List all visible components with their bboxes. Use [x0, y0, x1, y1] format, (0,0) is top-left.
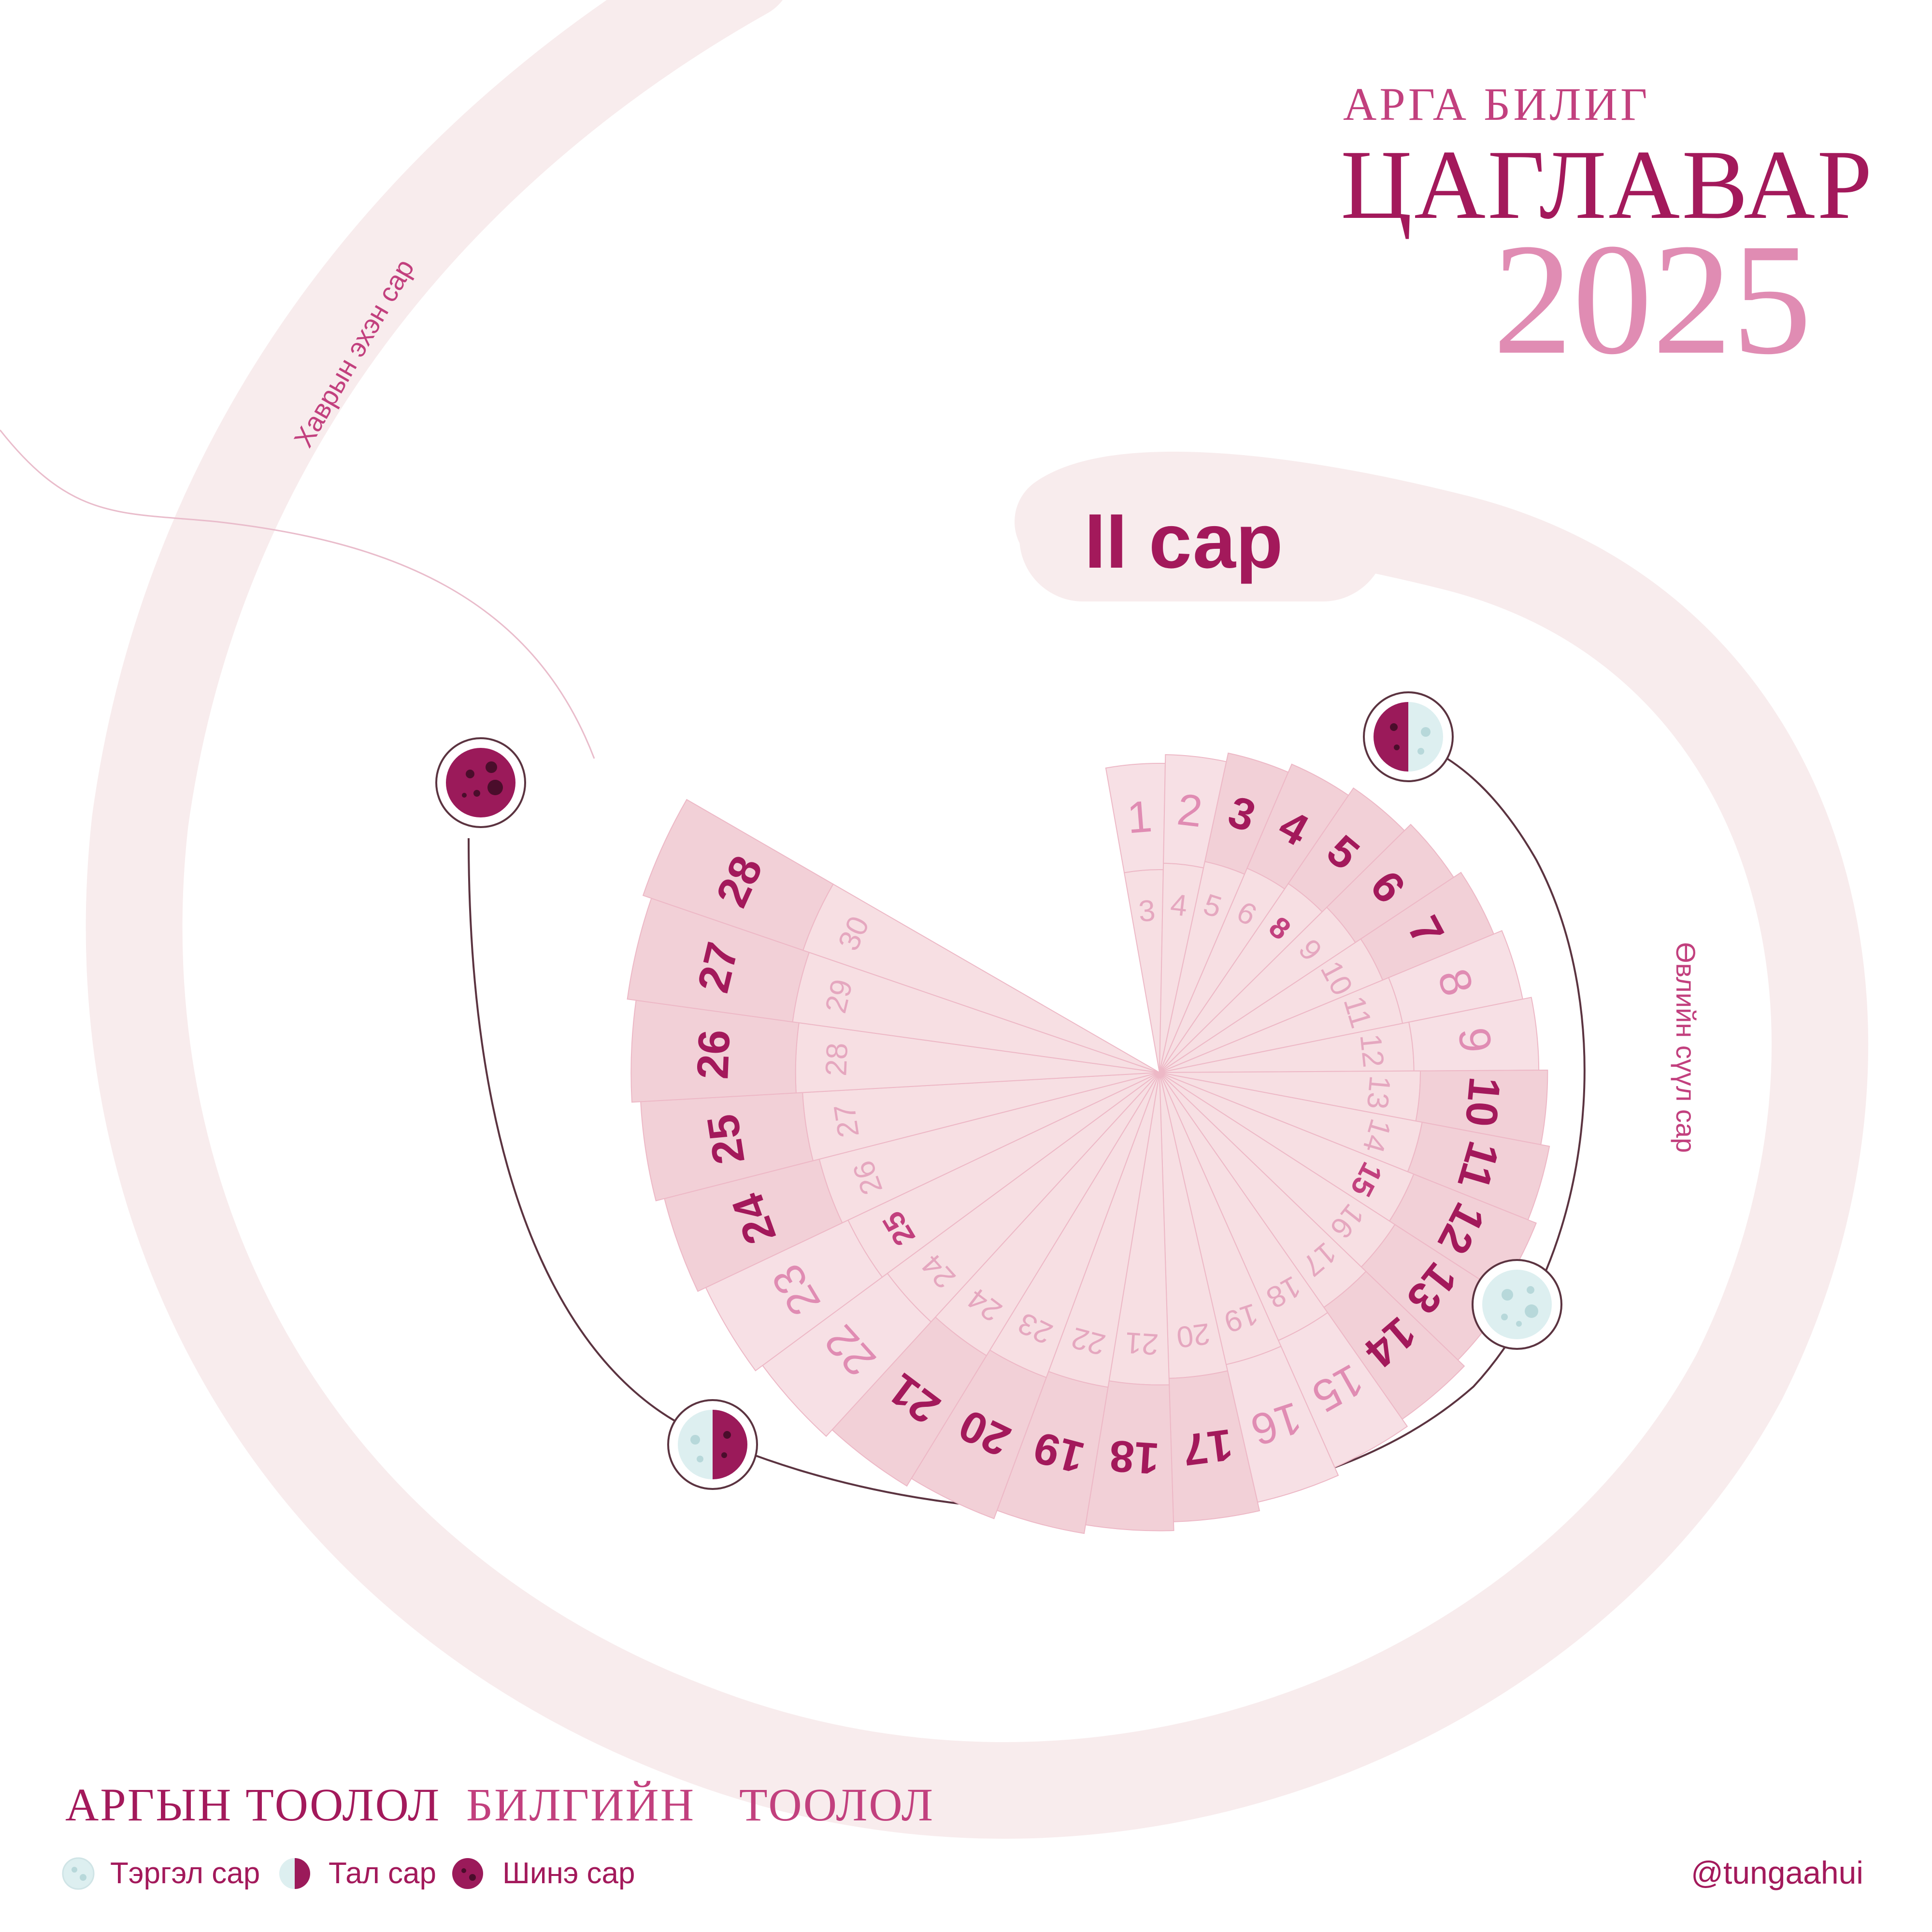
- inner-day-number: 29: [819, 976, 859, 1016]
- legend: Тэргэл сар Тал сар Шинэ сар: [62, 1857, 635, 1890]
- footer-arga-label: АРГЫН ТООЛОЛ: [65, 1779, 441, 1831]
- header-year: 2025: [1493, 211, 1812, 387]
- header-title: ЦАГЛАВАР: [1341, 130, 1875, 240]
- outer-day-number: 2: [1175, 785, 1205, 836]
- new-moon-icon: [446, 748, 515, 817]
- legend-label-half: Тал сар: [329, 1857, 436, 1890]
- spiral-band: [86, 0, 1869, 1839]
- legend-label-new: Шинэ сар: [502, 1857, 635, 1890]
- outer-day-number: 18: [1108, 1431, 1160, 1483]
- outer-day-number: 9: [1449, 1025, 1501, 1055]
- outer-day-number: 25: [698, 1111, 754, 1168]
- footer-bilig-label: БИЛГИЙН: [466, 1779, 696, 1831]
- outer-day-number: 1: [1125, 792, 1154, 843]
- header-subtitle: АРГА БИЛИГ: [1343, 78, 1650, 130]
- inner-day-number: 20: [1174, 1317, 1212, 1354]
- inner-day-number: 4: [1169, 888, 1189, 923]
- inner-day-number: 27: [828, 1102, 866, 1140]
- last-quarter-badge: [667, 1399, 758, 1490]
- fan-outer-segment: [642, 799, 834, 951]
- legend-item-full: [62, 1857, 95, 1890]
- first-quarter-badge: [1363, 691, 1454, 782]
- inner-day-number: 28: [819, 1042, 854, 1077]
- outer-day-number: 19: [1029, 1422, 1089, 1483]
- outer-day-number: 17: [1180, 1419, 1235, 1474]
- inner-day-number: 22: [1068, 1321, 1109, 1361]
- month-label-pill: II сар: [1019, 473, 1387, 601]
- legend-item-half: [279, 1858, 310, 1889]
- full-moon-badge: [1472, 1259, 1562, 1350]
- outer-day-number: 10: [1456, 1075, 1510, 1129]
- footer-handle[interactable]: @tungaahui: [1691, 1855, 1863, 1890]
- legend-item-new: [452, 1858, 483, 1889]
- outer-day-number: 27: [688, 938, 748, 997]
- connector-line: [0, 429, 595, 759]
- footer-tooloo-label: ТООЛОЛ: [739, 1779, 935, 1831]
- inner-day-number: 21: [1124, 1326, 1159, 1361]
- month-label: II сар: [1084, 498, 1283, 584]
- inner-day-number: 3: [1137, 894, 1157, 928]
- outer-day-number: 26: [688, 1029, 739, 1080]
- full-moon-icon: [1482, 1270, 1552, 1339]
- legend-label-full: Тэргэл сар: [110, 1857, 260, 1890]
- inner-day-number: 13: [1360, 1074, 1397, 1111]
- half-moon-icon: [678, 1410, 747, 1479]
- new-moon-badge: [435, 737, 526, 828]
- inner-day-number: 12: [1353, 1032, 1390, 1069]
- next-month-label: Өвлийн сүүл сар: [1671, 942, 1701, 1153]
- half-moon-icon: [1374, 702, 1443, 772]
